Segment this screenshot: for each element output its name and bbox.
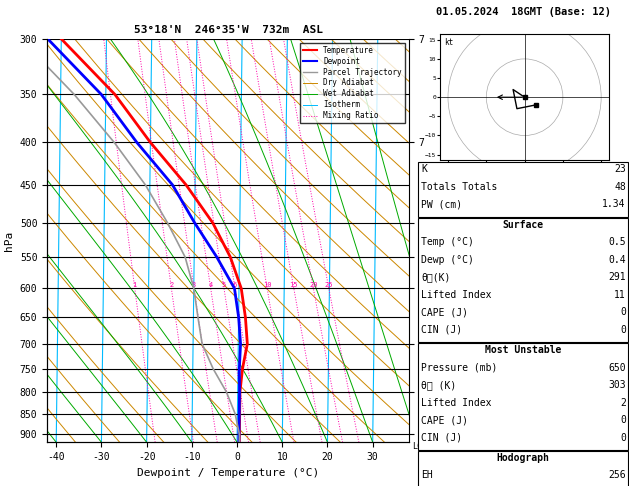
Text: CIN (J): CIN (J): [421, 433, 462, 443]
Text: 25: 25: [325, 282, 333, 288]
Title: 53°18'N  246°35'W  732m  ASL: 53°18'N 246°35'W 732m ASL: [133, 25, 323, 35]
Legend: Temperature, Dewpoint, Parcel Trajectory, Dry Adiabat, Wet Adiabat, Isotherm, Mi: Temperature, Dewpoint, Parcel Trajectory…: [301, 43, 405, 123]
Text: Lifted Index: Lifted Index: [421, 290, 492, 300]
Text: 303: 303: [608, 380, 626, 390]
Text: Dewp (°C): Dewp (°C): [421, 255, 474, 265]
Text: 20: 20: [309, 282, 318, 288]
Y-axis label: km
ASL: km ASL: [441, 230, 459, 251]
Text: 0.5: 0.5: [608, 237, 626, 247]
Text: 15: 15: [289, 282, 298, 288]
Text: 10: 10: [263, 282, 271, 288]
Text: 650: 650: [608, 363, 626, 373]
Text: 1.34: 1.34: [603, 199, 626, 209]
Text: 291: 291: [608, 272, 626, 282]
Text: 48: 48: [614, 182, 626, 192]
Text: 01.05.2024  18GMT (Base: 12): 01.05.2024 18GMT (Base: 12): [435, 7, 611, 17]
Text: 0: 0: [620, 433, 626, 443]
Text: 2: 2: [620, 398, 626, 408]
Text: 0.4: 0.4: [608, 255, 626, 265]
Text: Pressure (mb): Pressure (mb): [421, 363, 498, 373]
Text: CIN (J): CIN (J): [421, 325, 462, 335]
Text: 23: 23: [614, 164, 626, 174]
Text: Most Unstable: Most Unstable: [485, 345, 561, 355]
Text: Totals Totals: Totals Totals: [421, 182, 498, 192]
Text: EH: EH: [421, 470, 433, 481]
Text: 0: 0: [620, 307, 626, 317]
Text: Temp (°C): Temp (°C): [421, 237, 474, 247]
Text: 3: 3: [192, 282, 196, 288]
Text: 5: 5: [222, 282, 226, 288]
Text: 4: 4: [209, 282, 213, 288]
Text: Hodograph: Hodograph: [496, 453, 550, 463]
Text: Surface: Surface: [503, 220, 543, 230]
Text: 11: 11: [614, 290, 626, 300]
Text: 0: 0: [620, 415, 626, 425]
Text: kt: kt: [443, 38, 453, 47]
Text: θᴇ(K): θᴇ(K): [421, 272, 451, 282]
Text: 1: 1: [133, 282, 137, 288]
Text: 256: 256: [608, 470, 626, 481]
Text: 2: 2: [169, 282, 174, 288]
Y-axis label: hPa: hPa: [4, 230, 14, 251]
Text: PW (cm): PW (cm): [421, 199, 462, 209]
Text: K: K: [421, 164, 427, 174]
Text: CAPE (J): CAPE (J): [421, 415, 469, 425]
Text: 0: 0: [620, 325, 626, 335]
X-axis label: Dewpoint / Temperature (°C): Dewpoint / Temperature (°C): [137, 468, 319, 478]
Text: 6: 6: [233, 282, 237, 288]
Text: LCL: LCL: [413, 442, 428, 451]
Text: θᴇ (K): θᴇ (K): [421, 380, 457, 390]
Text: CAPE (J): CAPE (J): [421, 307, 469, 317]
Text: Lifted Index: Lifted Index: [421, 398, 492, 408]
